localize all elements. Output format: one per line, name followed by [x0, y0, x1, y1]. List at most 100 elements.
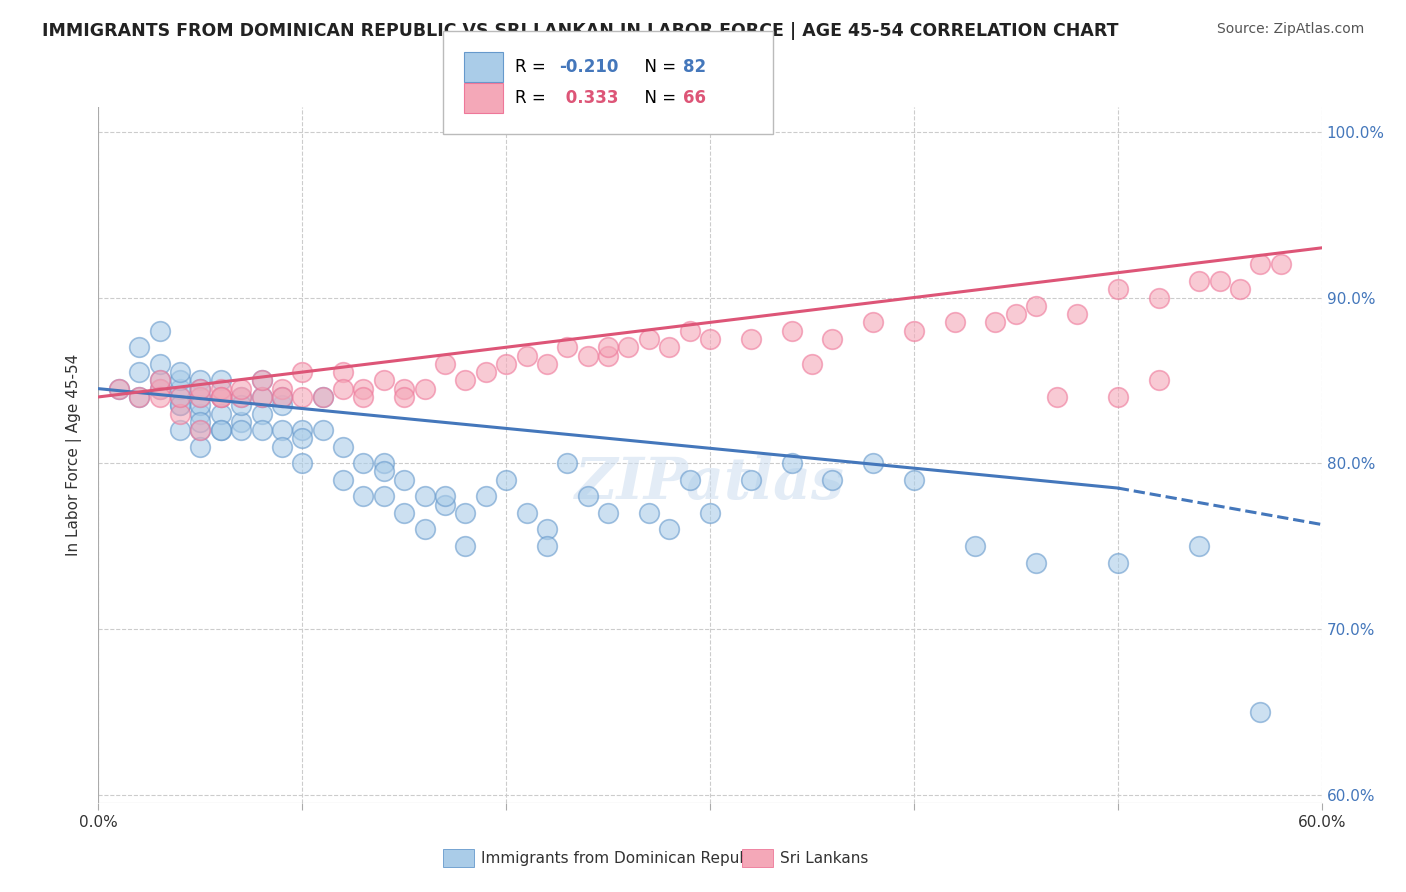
Point	[903, 324, 925, 338]
Point	[209, 423, 232, 437]
Point	[209, 390, 232, 404]
Point	[188, 398, 212, 412]
Point	[1147, 291, 1170, 305]
Point	[250, 423, 273, 437]
Point	[270, 398, 294, 412]
Point	[373, 489, 395, 503]
Point	[780, 456, 803, 470]
Point	[699, 332, 721, 346]
Point	[312, 423, 335, 437]
Point	[598, 340, 620, 354]
Point	[557, 456, 579, 470]
Point	[169, 423, 191, 437]
Text: 66: 66	[683, 89, 706, 107]
Point	[291, 431, 314, 445]
Point	[270, 390, 294, 404]
Point	[231, 423, 253, 437]
Point	[188, 390, 212, 404]
Point	[903, 473, 925, 487]
Point	[536, 357, 558, 371]
Point	[332, 365, 354, 379]
Point	[780, 324, 803, 338]
Point	[149, 373, 172, 387]
Point	[169, 382, 191, 396]
Point	[740, 473, 762, 487]
Text: Immigrants from Dominican Republic: Immigrants from Dominican Republic	[481, 851, 766, 865]
Point	[332, 382, 354, 396]
Point	[149, 382, 172, 396]
Point	[231, 390, 253, 404]
Text: Sri Lankans: Sri Lankans	[780, 851, 869, 865]
Point	[188, 423, 212, 437]
Point	[454, 506, 477, 520]
Point	[291, 365, 314, 379]
Point	[169, 398, 191, 412]
Point	[516, 349, 538, 363]
Point	[413, 489, 436, 503]
Point	[434, 357, 457, 371]
Point	[128, 390, 150, 404]
Point	[1229, 282, 1251, 296]
Point	[149, 382, 172, 396]
Point	[169, 407, 191, 421]
Text: -0.210: -0.210	[560, 58, 619, 76]
Point	[291, 456, 314, 470]
Point	[474, 489, 498, 503]
Point	[434, 498, 457, 512]
Point	[188, 382, 212, 396]
Point	[352, 390, 374, 404]
Point	[699, 506, 721, 520]
Point	[454, 373, 477, 387]
Text: 0.333: 0.333	[560, 89, 619, 107]
Y-axis label: In Labor Force | Age 45-54: In Labor Force | Age 45-54	[66, 354, 83, 556]
Point	[576, 489, 599, 503]
Point	[169, 365, 191, 379]
Point	[638, 506, 661, 520]
Point	[536, 539, 558, 553]
Point	[474, 365, 498, 379]
Point	[658, 523, 681, 537]
Text: R =: R =	[515, 89, 551, 107]
Point	[188, 390, 212, 404]
Point	[495, 357, 517, 371]
Point	[1209, 274, 1232, 288]
Point	[965, 539, 987, 553]
Point	[270, 440, 294, 454]
Point	[209, 382, 232, 396]
Point	[373, 373, 395, 387]
Point	[169, 373, 191, 387]
Point	[454, 539, 477, 553]
Point	[1188, 539, 1211, 553]
Point	[209, 407, 232, 421]
Point	[149, 324, 172, 338]
Point	[291, 390, 314, 404]
Point	[1147, 373, 1170, 387]
Point	[495, 473, 517, 487]
Point	[270, 382, 294, 396]
Point	[821, 332, 844, 346]
Point	[188, 382, 212, 396]
Point	[270, 390, 294, 404]
Point	[250, 390, 273, 404]
Point	[1249, 257, 1271, 271]
Point	[373, 465, 395, 479]
Point	[516, 506, 538, 520]
Point	[413, 523, 436, 537]
Point	[679, 473, 702, 487]
Point	[108, 382, 131, 396]
Point	[576, 349, 599, 363]
Point	[149, 390, 172, 404]
Point	[638, 332, 661, 346]
Point	[801, 357, 824, 371]
Point	[209, 390, 232, 404]
Point	[231, 415, 253, 429]
Text: N =: N =	[634, 89, 682, 107]
Point	[250, 373, 273, 387]
Point	[128, 340, 150, 354]
Point	[250, 373, 273, 387]
Point	[188, 440, 212, 454]
Point	[413, 382, 436, 396]
Text: 82: 82	[683, 58, 706, 76]
Text: IMMIGRANTS FROM DOMINICAN REPUBLIC VS SRI LANKAN IN LABOR FORCE | AGE 45-54 CORR: IMMIGRANTS FROM DOMINICAN REPUBLIC VS SR…	[42, 22, 1119, 40]
Point	[188, 407, 212, 421]
